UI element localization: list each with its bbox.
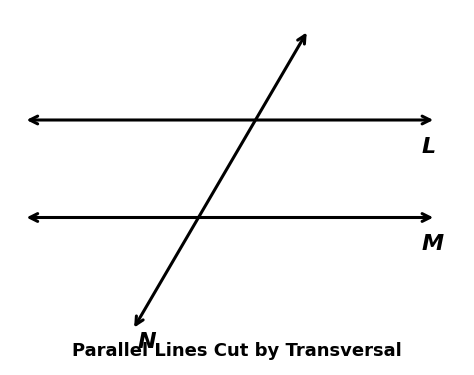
Text: Parallel Lines Cut by Transversal: Parallel Lines Cut by Transversal (72, 342, 402, 360)
Text: M: M (422, 234, 444, 254)
Text: L: L (422, 137, 436, 157)
Text: N: N (137, 332, 156, 352)
